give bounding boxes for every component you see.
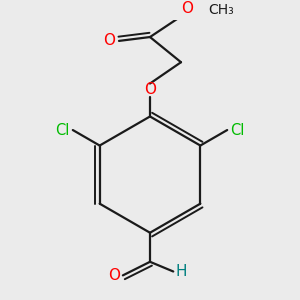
Text: Cl: Cl bbox=[56, 122, 70, 137]
Text: O: O bbox=[103, 33, 115, 48]
Text: CH₃: CH₃ bbox=[208, 3, 234, 17]
Text: O: O bbox=[144, 82, 156, 97]
Text: Cl: Cl bbox=[230, 122, 244, 137]
Text: O: O bbox=[108, 268, 120, 283]
Text: H: H bbox=[175, 264, 187, 279]
Text: O: O bbox=[181, 1, 193, 16]
